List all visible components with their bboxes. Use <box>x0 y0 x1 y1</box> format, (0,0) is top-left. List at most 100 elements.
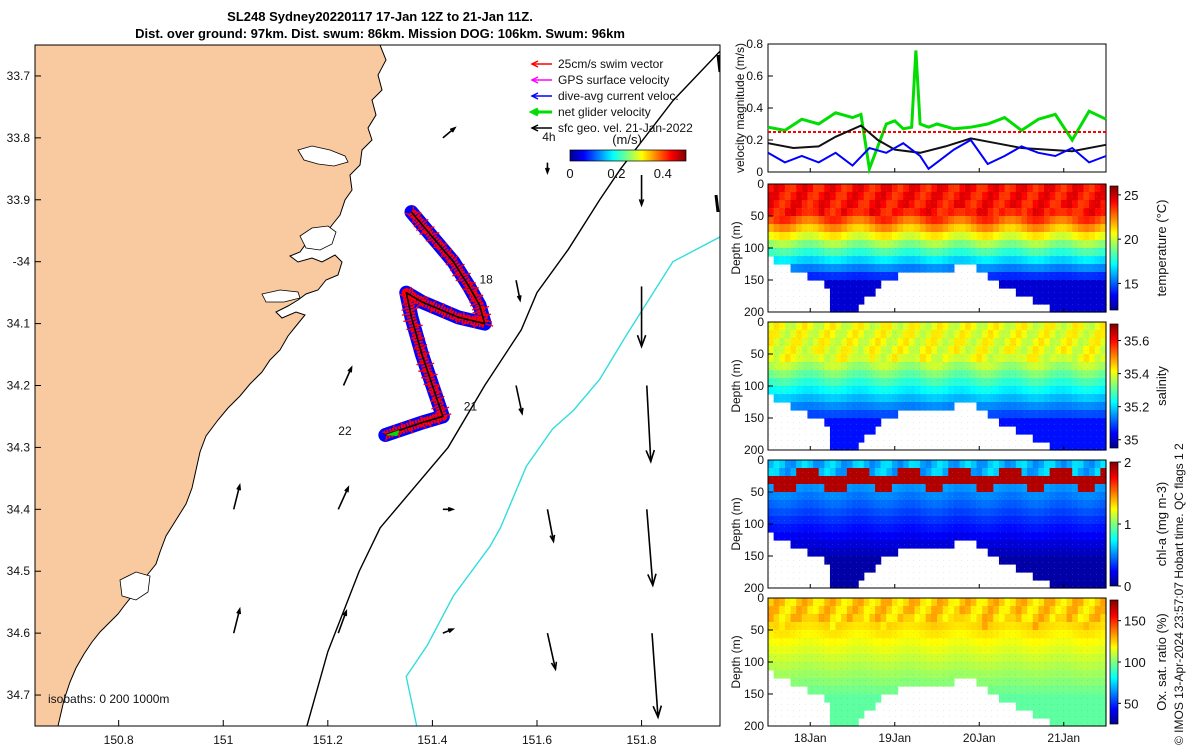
swim-vector-tick <box>431 382 441 387</box>
swim-vector-tick <box>420 343 428 350</box>
svg-text:25cm/s swim vector: 25cm/s swim vector <box>558 57 663 71</box>
swim-vector-tick <box>429 299 437 306</box>
swim-vector-tick <box>434 411 437 419</box>
harbour-inlet <box>297 145 349 167</box>
swim-vector-tick <box>418 369 428 372</box>
swim-vector-tick <box>409 307 419 311</box>
surface-velocity-arrow <box>546 509 556 544</box>
day-label: 18 <box>479 272 493 286</box>
swim-vector-tick <box>429 306 436 314</box>
section-y-tick: 150 <box>744 411 764 425</box>
glider-track-group <box>378 205 494 443</box>
surface-velocity-arrow <box>544 162 550 175</box>
section-colorbar-tick: 35 <box>1124 433 1138 448</box>
swim-vector-tick <box>455 316 458 324</box>
swim-vector-tick <box>437 417 440 425</box>
swim-vector-tick <box>421 376 431 380</box>
legend-entry: GPS surface velocity <box>530 73 669 87</box>
swim-vector-tick <box>469 319 475 327</box>
swim-vector-tick <box>474 316 483 322</box>
swim-vector-tick <box>406 289 412 297</box>
swim-vector-tick <box>413 220 420 228</box>
section-y-tick: 100 <box>744 517 764 531</box>
surface-velocity-arrow <box>645 385 656 464</box>
surface-velocity-arrow <box>636 286 647 349</box>
section-colorbar-tick: 0 <box>1124 579 1131 594</box>
section-colorbar-tick: 35.6 <box>1124 334 1149 349</box>
map-y-tick: 34.2 <box>7 379 31 393</box>
swim-vector-tick <box>404 212 414 216</box>
map-panel: 18 21 22 4h 25cm/s swim vector GPS surface v… <box>7 44 721 747</box>
svg-text:sfc geo. vel. 21-Jan-2022: sfc geo. vel. 21-Jan-2022 <box>558 121 693 135</box>
surface-velocity-arrow <box>638 175 645 208</box>
swim-vector-tick <box>442 311 447 319</box>
swim-vector-tick <box>445 259 452 266</box>
svg-text:net glider velocity: net glider velocity <box>558 105 651 119</box>
legend-entry: net glider velocity <box>528 105 651 119</box>
section-colorbar-tick: 2 <box>1124 455 1131 470</box>
isobath-note: isobaths: 0 200 1000m <box>48 692 169 706</box>
surface-velocity-arrow <box>232 483 242 510</box>
surface-velocity-arrow <box>442 506 456 512</box>
swim-vector-tick <box>431 404 440 410</box>
edge-mark-bottom <box>714 194 720 213</box>
speed-colorbar: (m/s) 0 0.2 0.4 <box>566 132 687 181</box>
section-y-tick: 150 <box>744 687 764 701</box>
speed-colorbar-tick: 0.2 <box>607 166 625 181</box>
day-label: 22 <box>338 424 352 438</box>
speed-colorbar-tick: 0.4 <box>654 166 672 181</box>
swim-vector-tick <box>421 218 429 225</box>
velocity-y-tick: 0.2 <box>746 133 763 147</box>
swim-vector-tick <box>437 395 445 402</box>
swim-vector-tick <box>392 425 395 433</box>
swim-vector-tick <box>408 426 414 434</box>
surface-velocity-arrow <box>515 385 524 416</box>
map-y-tick: 33.7 <box>7 69 31 83</box>
section-y-tick: 0 <box>757 591 764 605</box>
swim-vector-tick <box>423 383 433 387</box>
swim-vector-tick <box>430 396 437 403</box>
section-ylabel: Depth (m) <box>729 359 743 412</box>
swim-vector-tick <box>455 278 465 282</box>
swim-vector-tick <box>384 433 389 442</box>
map-y-tick: 34.4 <box>7 502 31 516</box>
velocity-series-line <box>767 138 1107 171</box>
map-y-tick: 33.9 <box>7 193 31 207</box>
map-x-axis: 150.8 151 151.2 151.4 151.6 151.8 <box>104 720 657 747</box>
swim-vector-tick <box>406 286 412 294</box>
swim-vector-tick <box>468 291 473 299</box>
swim-vector-tick <box>416 302 425 308</box>
surface-velocity-arrow <box>546 632 558 672</box>
surface-velocity-arrow <box>645 509 657 588</box>
section-y-tick: 100 <box>744 655 764 669</box>
swim-vector-tick <box>399 293 408 299</box>
swim-vector-tick <box>476 294 484 301</box>
swim-vector-tick <box>433 246 443 250</box>
swim-vector-tick <box>408 419 415 426</box>
swim-vector-tick <box>411 215 416 224</box>
swim-vector-tick <box>439 239 442 247</box>
map-y-tick: -34 <box>13 255 31 269</box>
section-ylabel: Depth (m) <box>729 221 743 274</box>
velocity-series-line <box>767 124 1107 154</box>
map-x-tick: 151.2 <box>313 733 343 747</box>
surface-velocity-arrow <box>232 606 242 634</box>
swim-vector-tick <box>452 271 461 277</box>
swim-vector-tick <box>401 313 411 316</box>
map-legend: 25cm/s swim vector GPS surface velocity di… <box>528 57 693 135</box>
map-y-tick: 34.7 <box>7 688 31 702</box>
oxygen-saturation-section-panel: 0 50 100 150 200 Depth (m) 50 100 150 Ox. sat. ra… <box>729 591 1169 733</box>
map-x-tick: 151 <box>213 733 233 747</box>
swim-vector-tick <box>400 421 405 430</box>
section-colorbar-label: Ox. sat. ratio (%) <box>1154 613 1169 711</box>
time-axis-tick: 19Jan <box>878 731 911 745</box>
section-colorbar <box>1109 185 1119 311</box>
section-y-tick: 50 <box>751 623 765 637</box>
velocity-y-tick: 0 <box>756 165 763 179</box>
section-colorbar-tick: 35.2 <box>1124 400 1149 415</box>
swim-vector-tick <box>408 298 416 304</box>
swim-vector-tick <box>428 413 434 421</box>
map-y-tick: 34.3 <box>7 440 31 454</box>
swim-vector-tick <box>438 409 442 418</box>
